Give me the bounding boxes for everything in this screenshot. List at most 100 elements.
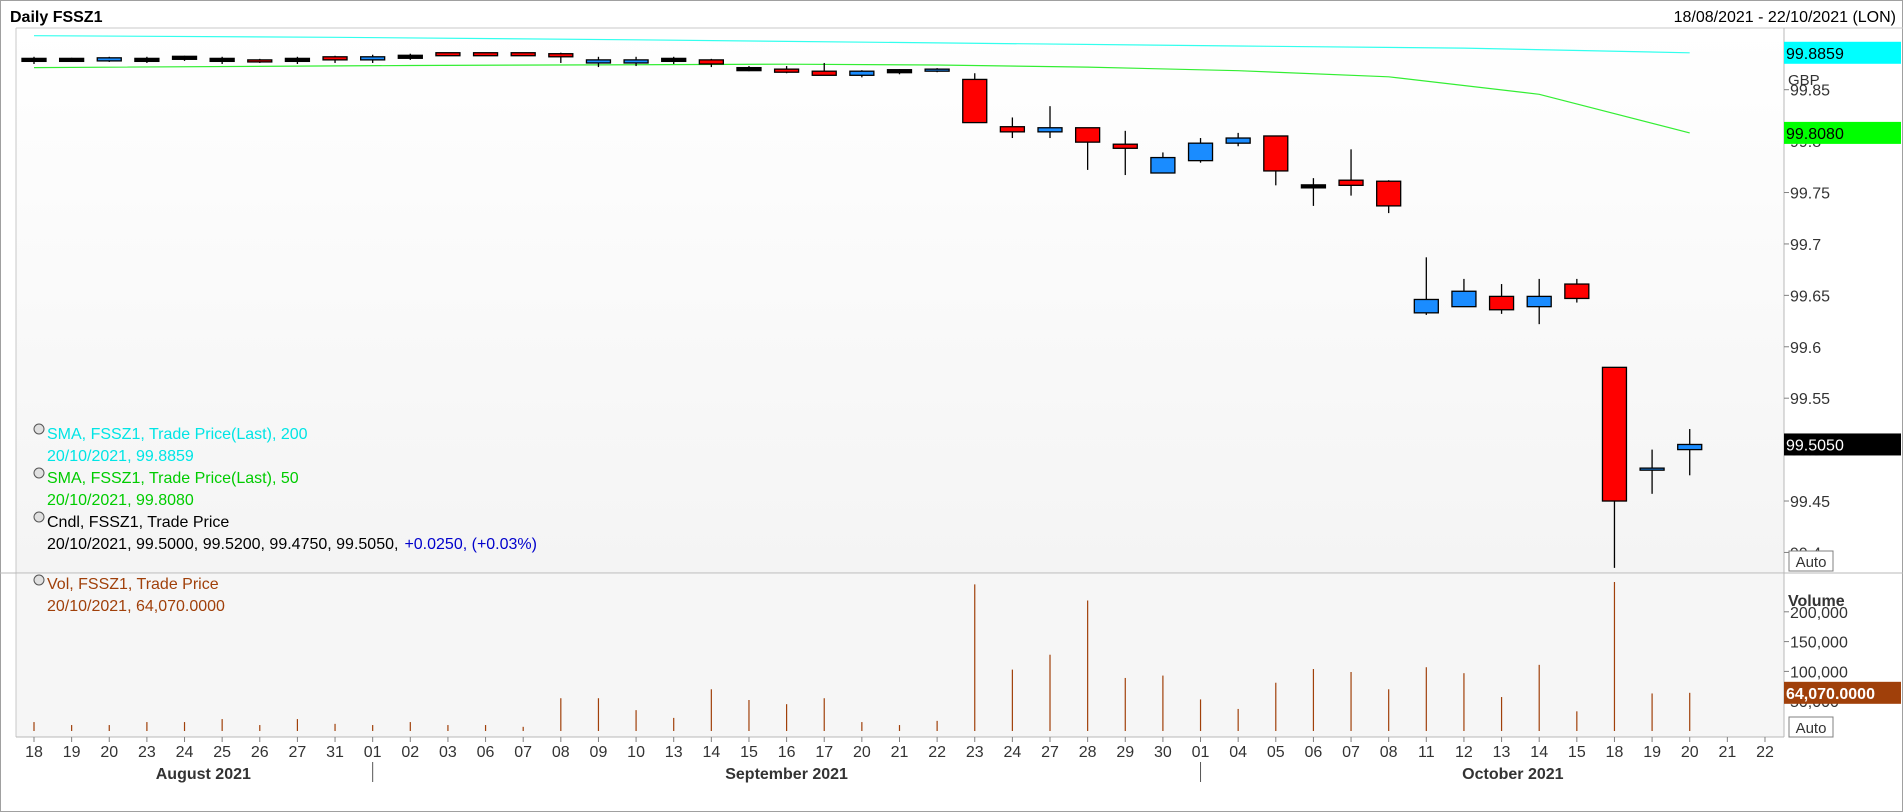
price-badges: 99.8859 99.8080 99.5050 64,070.0000 [1784,41,1901,704]
volume-tick-label: 100,000 [1790,664,1848,681]
x-tick-label: 19 [1643,744,1661,761]
x-tick-label: 23 [966,744,984,761]
x-tick-label: 27 [1041,744,1059,761]
x-tick-label: 30 [1154,744,1172,761]
cndl-change: +0.0250, (+0.03%) [404,536,537,553]
candle-body [962,78,988,124]
volume-auto-button[interactable]: Auto [1788,716,1834,738]
candle-body [924,68,950,72]
candle-body [1338,179,1364,186]
candle-body [1601,366,1628,502]
candle-body [1451,290,1477,308]
sma200-legend[interactable]: SMA, FSSZ1, Trade Price(Last), 200 20/10… [33,423,308,465]
candle-body [1150,156,1176,174]
x-tick-label: 13 [665,744,683,761]
price-badge-label: 99.8859 [1786,46,1844,63]
candle-body [698,59,724,65]
sma200-line [33,35,1690,54]
date-range: 18/08/2021 - 22/10/2021 (LON) [1674,9,1896,26]
price-tick-label: 99.55 [1790,391,1830,408]
x-tick-label: 04 [1229,744,1247,761]
x-tick-label: 12 [1455,744,1473,761]
x-tick-label: 07 [514,744,532,761]
candle-body [58,57,85,63]
candle-body [849,70,875,76]
candle-body [661,57,687,63]
volume-tick-label: 200,000 [1790,605,1848,622]
x-tick-label: 08 [1380,744,1398,761]
volume-auto-label: Auto [1796,720,1827,737]
volume-series [33,582,1691,731]
x-tick-label: 27 [289,744,307,761]
x-tick-label: 15 [1568,744,1586,761]
x-tick-label: 01 [1192,744,1210,761]
x-tick-label: 31 [326,744,344,761]
cndl-value: 20/10/2021, 99.5000, 99.5200, 99.4750, 9… [47,536,537,553]
x-tick-label: 20 [1681,744,1699,761]
candle-body [736,66,762,72]
price-axis-currency: GBP [1788,72,1820,89]
x-tick-label: 14 [702,744,720,761]
candle-body [1526,295,1552,308]
candle-body [1187,142,1214,162]
candle-body [999,126,1026,133]
candle-body [1488,295,1515,311]
sma200-title: SMA, FSSZ1, Trade Price(Last), 200 [47,426,308,443]
sma200-value: 20/10/2021, 99.8859 [47,448,194,465]
price-tick-label: 99.6 [1790,340,1821,357]
x-tick-label: 21 [1718,744,1736,761]
price-tick-label: 99.65 [1790,288,1830,305]
sma50-value: 20/10/2021, 99.8080 [47,492,194,509]
price-auto-button[interactable]: Auto [1788,550,1834,572]
month-label: September 2021 [725,766,848,783]
vol-title: Vol, FSSZ1, Trade Price [47,576,219,593]
candle-body [209,57,235,63]
candle-body [510,52,536,57]
price-badge [1784,41,1901,64]
x-tick-label: 23 [138,744,156,761]
cndl-legend[interactable]: Cndl, FSSZ1, Trade Price 20/10/2021, 99.… [33,511,537,553]
x-tick-label: 05 [1267,744,1285,761]
price-tick-label: 99.7 [1790,237,1821,254]
candle-body [435,52,461,57]
x-tick-label: 22 [928,744,946,761]
price-tick-label: 99.85 [1790,83,1830,100]
price-auto-label: Auto [1796,554,1827,571]
x-tick-label: 06 [1305,744,1323,761]
candle-body [623,59,649,64]
candle-body [1639,467,1665,471]
candle-body [96,57,122,62]
candle-body [1037,127,1063,133]
x-tick-label: 20 [100,744,118,761]
volume-axis-title: Volume [1788,593,1845,610]
price-badge-label: 99.5050 [1786,437,1844,454]
sma50-legend[interactable]: SMA, FSSZ1, Trade Price(Last), 50 20/10/… [33,467,299,509]
candle-body [322,56,348,61]
legend: SMA, FSSZ1, Trade Price(Last), 200 20/10… [33,423,537,615]
vol-legend[interactable]: Vol, FSSZ1, Trade Price 20/10/2021, 64,0… [33,574,225,615]
x-tick-label: 16 [778,744,796,761]
price-tick-label: 99.45 [1790,494,1830,511]
candle-body [284,57,311,63]
sma50-title: SMA, FSSZ1, Trade Price(Last), 50 [47,470,299,487]
sma50-clock-icon [33,467,45,479]
x-tick-label: 11 [1418,744,1435,761]
vol-value: 20/10/2021, 64,070.0000 [47,598,225,615]
candle-body [21,57,47,63]
volume-badge-label: 64,070.0000 [1786,686,1875,703]
x-tick-label: 14 [1530,744,1548,761]
x-tick-label: 24 [1003,744,1021,761]
candle-body [1677,443,1703,451]
candle-body [811,70,837,76]
x-tick-label: 17 [815,744,833,761]
volume-tick-label: 150,000 [1790,635,1848,652]
candle-body [1300,184,1327,189]
x-tick-label: 03 [439,744,457,761]
x-axis-labels: 18 19 20 23 24 25 26 27 31 01 02 03 06 07 08 09 10 13 14 15… [25,737,1774,783]
vol-clock-icon [33,574,45,586]
cndl-clock-icon [33,511,45,523]
volume-badge [1784,681,1901,704]
candle-series [21,52,1703,568]
